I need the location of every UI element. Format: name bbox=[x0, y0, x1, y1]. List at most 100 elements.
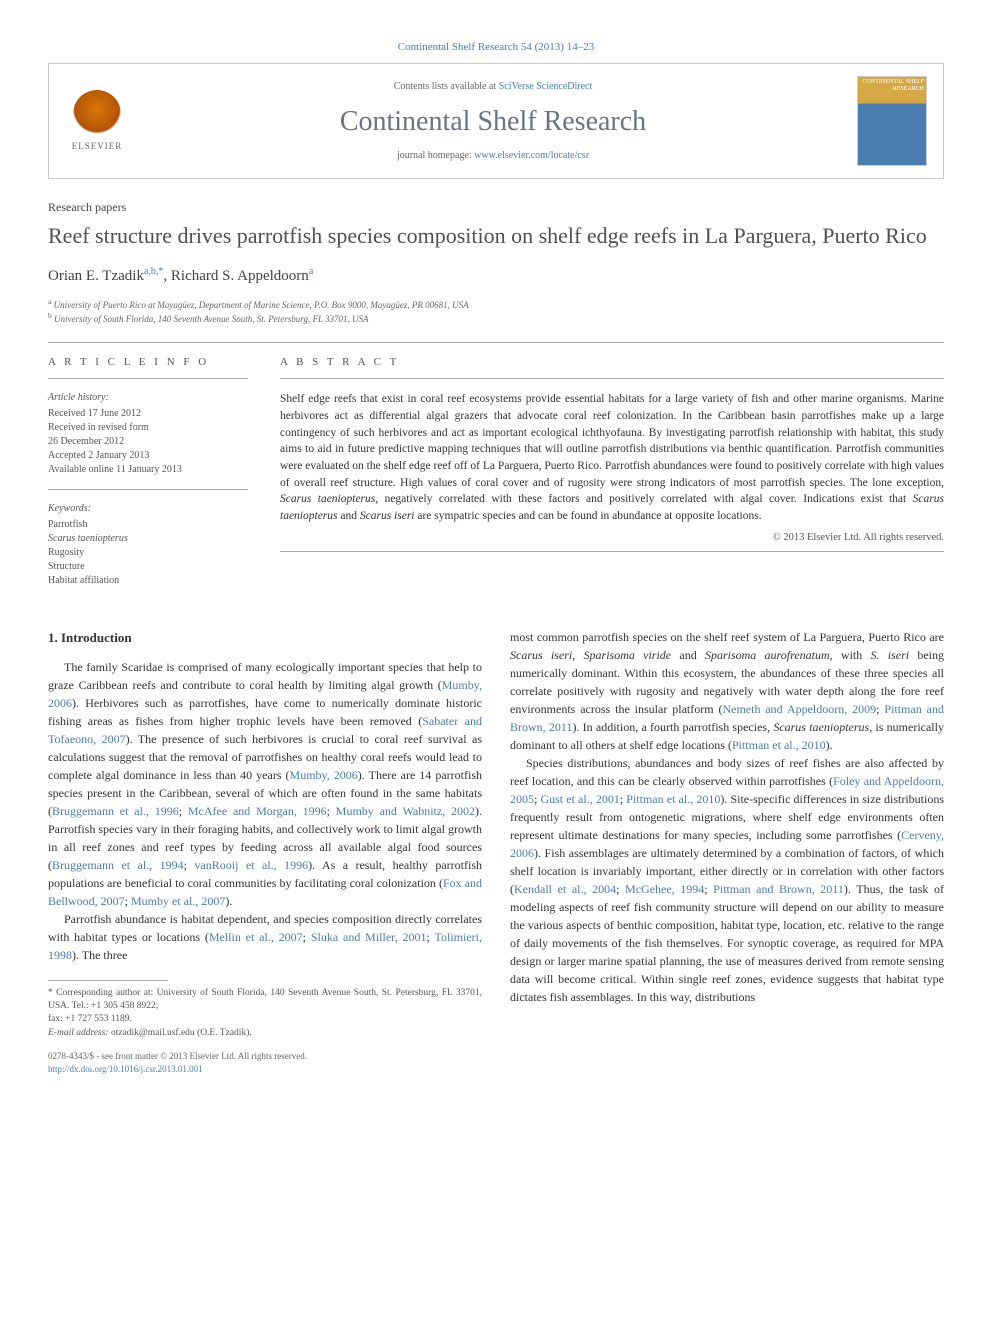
abstract-divider bbox=[280, 378, 944, 379]
author-1-affil: a,b, bbox=[144, 266, 158, 277]
c2p1d: , with bbox=[830, 648, 871, 662]
ref-pittman-2010b[interactable]: Pittman et al., 2010 bbox=[626, 792, 720, 806]
email-address[interactable]: otzadik@mail.usf.edu (O.E. Tzadik). bbox=[109, 1028, 252, 1038]
section-1-heading: 1. Introduction bbox=[48, 628, 482, 648]
keyword-2: Scarus taeniopterus bbox=[48, 532, 248, 546]
article-history-block: Article history: Received 17 June 2012 R… bbox=[48, 391, 248, 477]
ref-pittman-brown-2011b[interactable]: Pittman and Brown, 2011 bbox=[713, 882, 844, 896]
history-received: Received 17 June 2012 bbox=[48, 407, 248, 421]
c2p1b: , bbox=[572, 648, 583, 662]
author-2: Richard S. Appeldoorn bbox=[171, 268, 309, 284]
corresponding-author-note: * Corresponding author at: University of… bbox=[48, 987, 482, 1014]
ref-nemeth-2009[interactable]: Nemeth and Appeldoorn, 2009 bbox=[722, 702, 876, 716]
ref-sluka-2001[interactable]: Sluka and Miller, 2001 bbox=[311, 930, 427, 944]
ref-pittman-2010a[interactable]: Pittman et al., 2010 bbox=[732, 738, 826, 752]
ref-mellin-2007[interactable]: Mellin et al., 2007 bbox=[209, 930, 303, 944]
sciencedirect-link[interactable]: SciVerse ScienceDirect bbox=[499, 81, 593, 92]
divider bbox=[48, 342, 944, 343]
keyword-5: Habitat affiliation bbox=[48, 574, 248, 588]
doi-link[interactable]: http://dx.doi.org/10.1016/j.csr.2013.01.… bbox=[48, 1064, 203, 1074]
c2p1f: ). In addition, a fourth parrotfish spec… bbox=[572, 720, 773, 734]
homepage-prefix: journal homepage: bbox=[397, 150, 474, 161]
page-container: Continental Shelf Research 54 (2013) 14–… bbox=[0, 0, 992, 1115]
history-revised-date: 26 December 2012 bbox=[48, 435, 248, 449]
issn-line: 0278-4343/$ - see front matter © 2013 El… bbox=[48, 1050, 482, 1063]
elsevier-tree-icon bbox=[73, 90, 121, 138]
affiliation-b-text: University of South Florida, 140 Seventh… bbox=[54, 314, 369, 324]
info-divider-1 bbox=[48, 378, 248, 379]
elsevier-logo: ELSEVIER bbox=[65, 85, 129, 157]
history-online: Available online 11 January 2013 bbox=[48, 463, 248, 477]
body-two-columns: 1. Introduction The family Scaridae is c… bbox=[48, 628, 944, 1075]
c1p1b: ). Herbivores such as parrotfishes, have… bbox=[48, 696, 482, 728]
email-label: E-mail address: bbox=[48, 1028, 109, 1038]
article-info-heading: A R T I C L E I N F O bbox=[48, 355, 248, 370]
homepage-link[interactable]: www.elsevier.com/locate/csr bbox=[474, 150, 589, 161]
header-center: Contents lists available at SciVerse Sci… bbox=[145, 80, 841, 163]
col2-para-2: Species distributions, abundances and bo… bbox=[510, 754, 944, 1006]
ref-bruggemann-1996[interactable]: Bruggemann et al., 1996 bbox=[52, 804, 179, 818]
abstract-part-6: are sympatric species and can be found i… bbox=[414, 510, 761, 522]
ref-mumby-2007[interactable]: Mumby et al., 2007 bbox=[131, 894, 225, 908]
abstract-italic-5: Scarus iseri bbox=[360, 510, 415, 522]
affiliation-b: b University of South Florida, 140 Seven… bbox=[48, 311, 944, 326]
abstract-column: A B S T R A C T Shelf edge reefs that ex… bbox=[280, 355, 944, 600]
keyword-3: Rugosity bbox=[48, 546, 248, 560]
author-sep: , bbox=[163, 268, 171, 284]
journal-cover-thumbnail: CONTINENTAL SHELF RESEARCH bbox=[857, 76, 927, 166]
homepage-line: journal homepage: www.elsevier.com/locat… bbox=[145, 149, 841, 163]
affiliations: a University of Puerto Rico at Mayagüez,… bbox=[48, 297, 944, 326]
c1p1s2: ; bbox=[327, 804, 336, 818]
c1p2b: ). The three bbox=[72, 948, 127, 962]
fax-line: fax: +1 727 553 1189. bbox=[48, 1013, 482, 1026]
col2-para-1: most common parrotfish species on the sh… bbox=[510, 628, 944, 754]
c1p2s2: ; bbox=[427, 930, 435, 944]
article-info-column: A R T I C L E I N F O Article history: R… bbox=[48, 355, 248, 600]
c1p1s1: ; bbox=[179, 804, 188, 818]
ref-bruggemann-1994[interactable]: Bruggemann et al., 1994 bbox=[52, 858, 184, 872]
abstract-part-2: , negatively correlated with these facto… bbox=[375, 493, 912, 505]
c2p1it3: Sparisoma aurofrenatum bbox=[705, 648, 830, 662]
keywords-block: Keywords: Parrotfish Scarus taeniopterus… bbox=[48, 502, 248, 588]
abstract-italic-1: Scarus taeniopterus bbox=[280, 493, 375, 505]
abstract-heading: A B S T R A C T bbox=[280, 355, 944, 370]
info-abstract-row: A R T I C L E I N F O Article history: R… bbox=[48, 355, 944, 600]
c2p1it4: S. iseri bbox=[871, 648, 910, 662]
ref-mumby-2006b[interactable]: Mumby, 2006 bbox=[290, 768, 358, 782]
article-type-label: Research papers bbox=[48, 199, 944, 216]
affiliation-a: a University of Puerto Rico at Mayagüez,… bbox=[48, 297, 944, 312]
abstract-bottom-divider bbox=[280, 551, 944, 552]
affiliation-a-text: University of Puerto Rico at Mayagüez, D… bbox=[54, 300, 469, 310]
authors-line: Orian E. Tzadika,b,*, Richard S. Appeldo… bbox=[48, 265, 944, 287]
ref-gust-2001[interactable]: Gust et al., 2001 bbox=[540, 792, 619, 806]
c1p1s3: ; bbox=[184, 858, 195, 872]
ref-mcafee-1996[interactable]: McAfee and Morgan, 1996 bbox=[188, 804, 327, 818]
abstract-part-0: Shelf edge reefs that exist in coral ree… bbox=[280, 393, 944, 488]
journal-title: Continental Shelf Research bbox=[145, 102, 841, 141]
ref-vanrooij-1996[interactable]: vanRooij et al., 1996 bbox=[194, 858, 308, 872]
ref-kendall-2004[interactable]: Kendall et al., 2004 bbox=[514, 882, 616, 896]
elsevier-label: ELSEVIER bbox=[72, 140, 123, 153]
history-accepted: Accepted 2 January 2013 bbox=[48, 449, 248, 463]
ref-mcgehee-1994[interactable]: McGehee, 1994 bbox=[625, 882, 704, 896]
c1p2s1: ; bbox=[303, 930, 311, 944]
col1-para-2: Parrotfish abundance is habitat dependen… bbox=[48, 910, 482, 964]
abstract-part-4: and bbox=[338, 510, 360, 522]
journal-header: ELSEVIER Contents lists available at Sci… bbox=[48, 63, 944, 179]
col1-para-1: The family Scaridae is comprised of many… bbox=[48, 658, 482, 910]
contents-available-line: Contents lists available at SciVerse Sci… bbox=[145, 80, 841, 94]
c2p1it1: Scarus iseri bbox=[510, 648, 572, 662]
keyword-1: Parrotfish bbox=[48, 518, 248, 532]
c2p1it2: Sparisoma viride bbox=[584, 648, 672, 662]
keywords-label: Keywords: bbox=[48, 502, 248, 516]
c2p1h: ). bbox=[826, 738, 833, 752]
cover-thumb-label: CONTINENTAL SHELF RESEARCH bbox=[858, 79, 924, 92]
article-title: Reef structure drives parrotfish species… bbox=[48, 222, 944, 251]
c2p1a: most common parrotfish species on the sh… bbox=[510, 630, 944, 644]
column-left: 1. Introduction The family Scaridae is c… bbox=[48, 628, 482, 1075]
bottom-metadata: 0278-4343/$ - see front matter © 2013 El… bbox=[48, 1050, 482, 1075]
ref-mumby-wabnitz-2002[interactable]: Mumby and Wabnitz, 2002 bbox=[336, 804, 475, 818]
history-revised: Received in revised form bbox=[48, 421, 248, 435]
c2p2s4: ; bbox=[704, 882, 713, 896]
column-right: most common parrotfish species on the sh… bbox=[510, 628, 944, 1075]
